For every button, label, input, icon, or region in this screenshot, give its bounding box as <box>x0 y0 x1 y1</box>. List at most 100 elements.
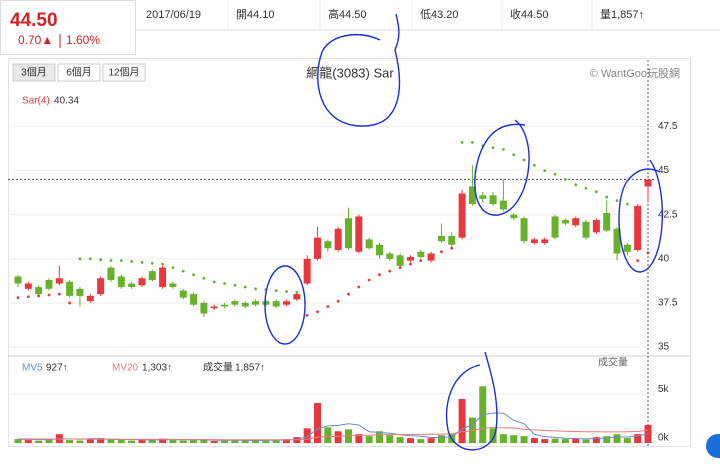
sar-dot <box>429 255 433 259</box>
open: 開44.10 <box>236 8 275 21</box>
volume-bar <box>159 438 167 443</box>
volume-bar <box>190 440 198 443</box>
volume-bar <box>24 440 32 443</box>
range-button[interactable]: 12個月 <box>102 63 146 82</box>
candle-body <box>592 220 600 233</box>
candle-body <box>241 302 249 307</box>
range-label[interactable]: 12個月 <box>108 66 139 79</box>
mv20-line <box>18 427 649 441</box>
volume-bar <box>603 436 611 443</box>
sar-dot <box>57 292 61 296</box>
sar-dot <box>295 290 299 294</box>
volume-bar <box>458 399 466 443</box>
chart-frame <box>8 58 691 447</box>
candle-body <box>231 301 239 305</box>
volume-bar <box>541 439 549 443</box>
chart-title: 網龍(3083) Sar <box>306 65 394 80</box>
sar-dot <box>192 273 195 277</box>
candle-body <box>148 271 156 280</box>
volume-bar <box>396 437 404 443</box>
volume-bar <box>128 440 136 443</box>
volume-bar <box>272 440 280 443</box>
sar-dot <box>78 257 82 261</box>
candle-body <box>458 193 466 238</box>
candle-body <box>530 239 538 243</box>
volume-bar <box>530 438 538 443</box>
sar-dot <box>398 266 402 270</box>
scribble <box>445 351 498 451</box>
volume-bar <box>14 439 22 443</box>
y-tick-label: 5k <box>658 384 670 395</box>
sar-dot <box>316 310 319 314</box>
candle-body <box>551 216 559 238</box>
range-label[interactable]: 3個月 <box>21 66 47 79</box>
candle-body <box>97 278 105 295</box>
mv20-legend: MV20 <box>112 363 139 374</box>
sar-dot <box>140 260 144 264</box>
candle-body <box>561 220 569 224</box>
candle-body <box>128 283 136 288</box>
volume-bar <box>572 438 580 443</box>
candle-body <box>262 301 270 305</box>
close: 收44.50 <box>510 7 549 21</box>
annotation <box>264 13 720 458</box>
volume-bar <box>634 434 642 443</box>
plot: 35 37.5 40 42.5 45 47.5 5k 0k <box>8 121 678 444</box>
candle-body <box>314 237 322 259</box>
sar-dot <box>367 278 371 282</box>
candle-body <box>107 267 115 280</box>
sar-dot <box>285 290 288 293</box>
sar-dot <box>636 259 640 262</box>
candle-body <box>272 301 280 307</box>
sar-dot <box>336 299 340 303</box>
candle-body <box>334 228 342 250</box>
candle-body <box>45 280 53 289</box>
range-label[interactable]: 6個月 <box>66 66 92 79</box>
volume-bar <box>314 402 322 443</box>
volume-bar <box>179 440 187 443</box>
volume-bar <box>262 439 270 443</box>
candle-body <box>14 276 22 284</box>
candle-body <box>179 290 187 298</box>
volume-bar <box>592 437 600 443</box>
candle-body <box>159 267 167 288</box>
sar-dot <box>150 261 154 265</box>
sar-dot <box>522 158 526 162</box>
low: 低43.20 <box>420 8 459 21</box>
scribble <box>264 265 306 345</box>
sar-dot <box>26 295 30 299</box>
sar-dot <box>254 287 257 291</box>
volume-bar <box>324 427 332 443</box>
candle-body <box>603 212 611 231</box>
volume-bar <box>613 434 621 443</box>
candle-body <box>24 283 32 289</box>
volume-bar <box>406 438 414 443</box>
sar-legend: Sar(4) <box>22 96 50 107</box>
sar-dot <box>326 305 330 308</box>
sar-dot <box>88 257 92 261</box>
mv5-legend: MV5 <box>22 363 43 374</box>
y-tick-label: 0k <box>658 433 670 444</box>
candle-body <box>541 239 549 243</box>
mv5-current: 927↑ <box>46 363 68 374</box>
range-button[interactable]: 3個月 <box>12 63 56 82</box>
candle-body <box>582 221 590 238</box>
volume-bar <box>365 436 373 443</box>
candle-body <box>293 294 301 300</box>
volume-bar <box>334 431 342 443</box>
candle-body <box>375 244 383 256</box>
candle-body <box>35 287 43 295</box>
y-tick-label: 35 <box>658 342 670 353</box>
volume-bar <box>148 439 156 443</box>
sar-dot <box>460 140 464 144</box>
sar-dot <box>502 148 505 151</box>
y-tick-label: 45 <box>658 165 670 176</box>
sar-dot <box>594 190 598 194</box>
sar-dot <box>99 258 103 262</box>
volume-legend: 成交量 <box>203 361 233 374</box>
sar-dot <box>181 269 185 273</box>
range-button[interactable]: 6個月 <box>57 63 101 82</box>
candle-body <box>499 200 507 210</box>
candle-body <box>324 241 332 249</box>
volume-bar <box>231 440 239 443</box>
